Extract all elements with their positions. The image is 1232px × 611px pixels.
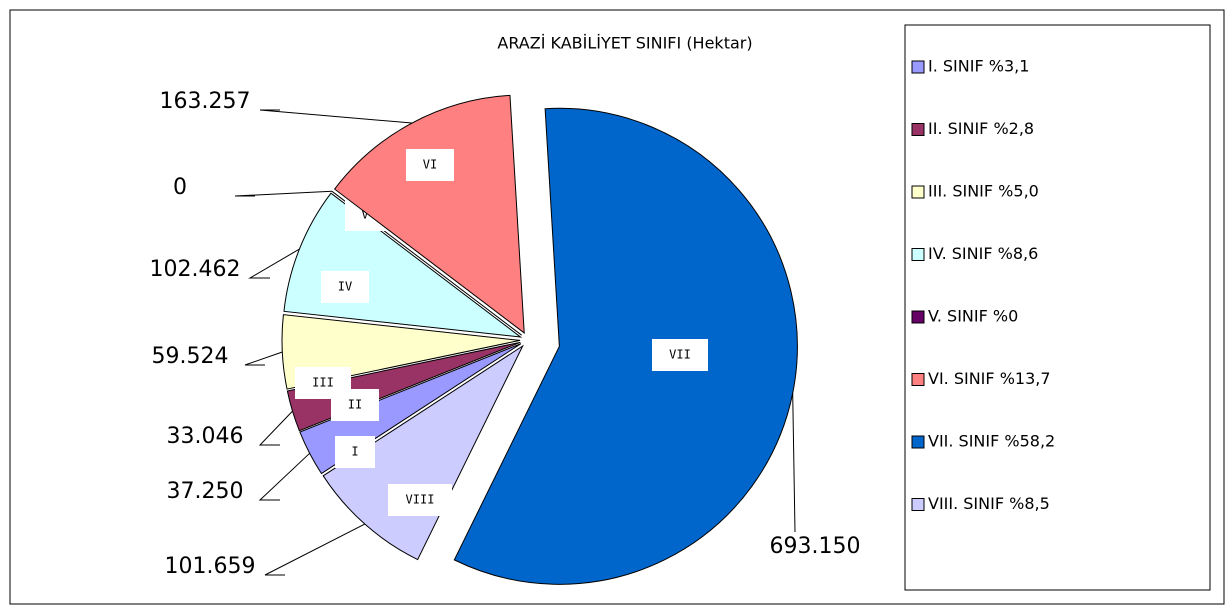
slice-label-box	[335, 436, 375, 468]
slice-label-box	[295, 367, 351, 399]
chart-title: ARAZİ KABİLİYET SINIFI (Hektar)	[497, 34, 752, 53]
slice-label: IV	[338, 280, 352, 294]
value-label: 163.257	[160, 89, 251, 114]
leader-line	[244, 351, 283, 366]
leader-line	[259, 109, 413, 124]
value-label: 33.046	[167, 424, 244, 449]
legend-swatch	[911, 373, 925, 386]
legend-label: VIII. SINIF %8,5	[928, 494, 1050, 513]
legend-label: VII. SINIF %58,2	[928, 432, 1055, 451]
legend-swatch	[911, 248, 925, 261]
slice-label: V	[361, 208, 368, 222]
slice-label: VI	[423, 158, 437, 172]
value-label: 101.659	[165, 554, 256, 579]
legend-label: IV. SINIF %8,6	[928, 244, 1038, 263]
value-label: 0	[173, 175, 187, 200]
leader-line	[248, 248, 300, 279]
legend-swatch	[911, 498, 925, 511]
slice-label: III	[312, 376, 334, 390]
value-label: 59.524	[152, 344, 229, 369]
slice-label-box	[406, 149, 454, 181]
legend-swatch	[911, 123, 925, 136]
legend: I. SINIF %3,1 II. SINIF %2,8 III. SINIF %5…	[911, 57, 1055, 513]
legend-swatch	[911, 185, 925, 199]
legend-label: I. SINIF %3,1	[928, 57, 1029, 76]
legend-swatch	[911, 435, 925, 449]
pie-slice	[331, 190, 522, 336]
leader-line	[264, 523, 366, 576]
legend-label: V. SINIF %0	[928, 307, 1018, 326]
legend-label: VI. SINIF %13,7	[928, 369, 1051, 388]
slice-label-box	[388, 484, 452, 516]
leader-line	[234, 190, 333, 197]
legend-swatch	[911, 310, 925, 324]
legend-label: II. SINIF %2,8	[928, 119, 1034, 138]
legend-box	[904, 24, 1211, 591]
legend-label: III. SINIF %5,0	[928, 182, 1039, 201]
value-label: 102.462	[150, 257, 241, 282]
leader-line	[258, 410, 293, 446]
slice-label: VII	[669, 348, 691, 362]
slice-label: I	[351, 445, 358, 459]
leader-line	[258, 452, 310, 501]
value-label: 693.150	[770, 534, 861, 559]
legend-swatch	[911, 60, 925, 74]
leader-line	[792, 393, 796, 533]
slice-label-box	[652, 339, 708, 371]
slice-label: II	[348, 398, 362, 412]
pie: 693.150VII101.659VIII37.250I33.046II59.5…	[150, 89, 861, 585]
value-label: 37.250	[167, 479, 244, 504]
slice-label-box	[321, 271, 369, 303]
slice-label: VIII	[406, 493, 435, 507]
